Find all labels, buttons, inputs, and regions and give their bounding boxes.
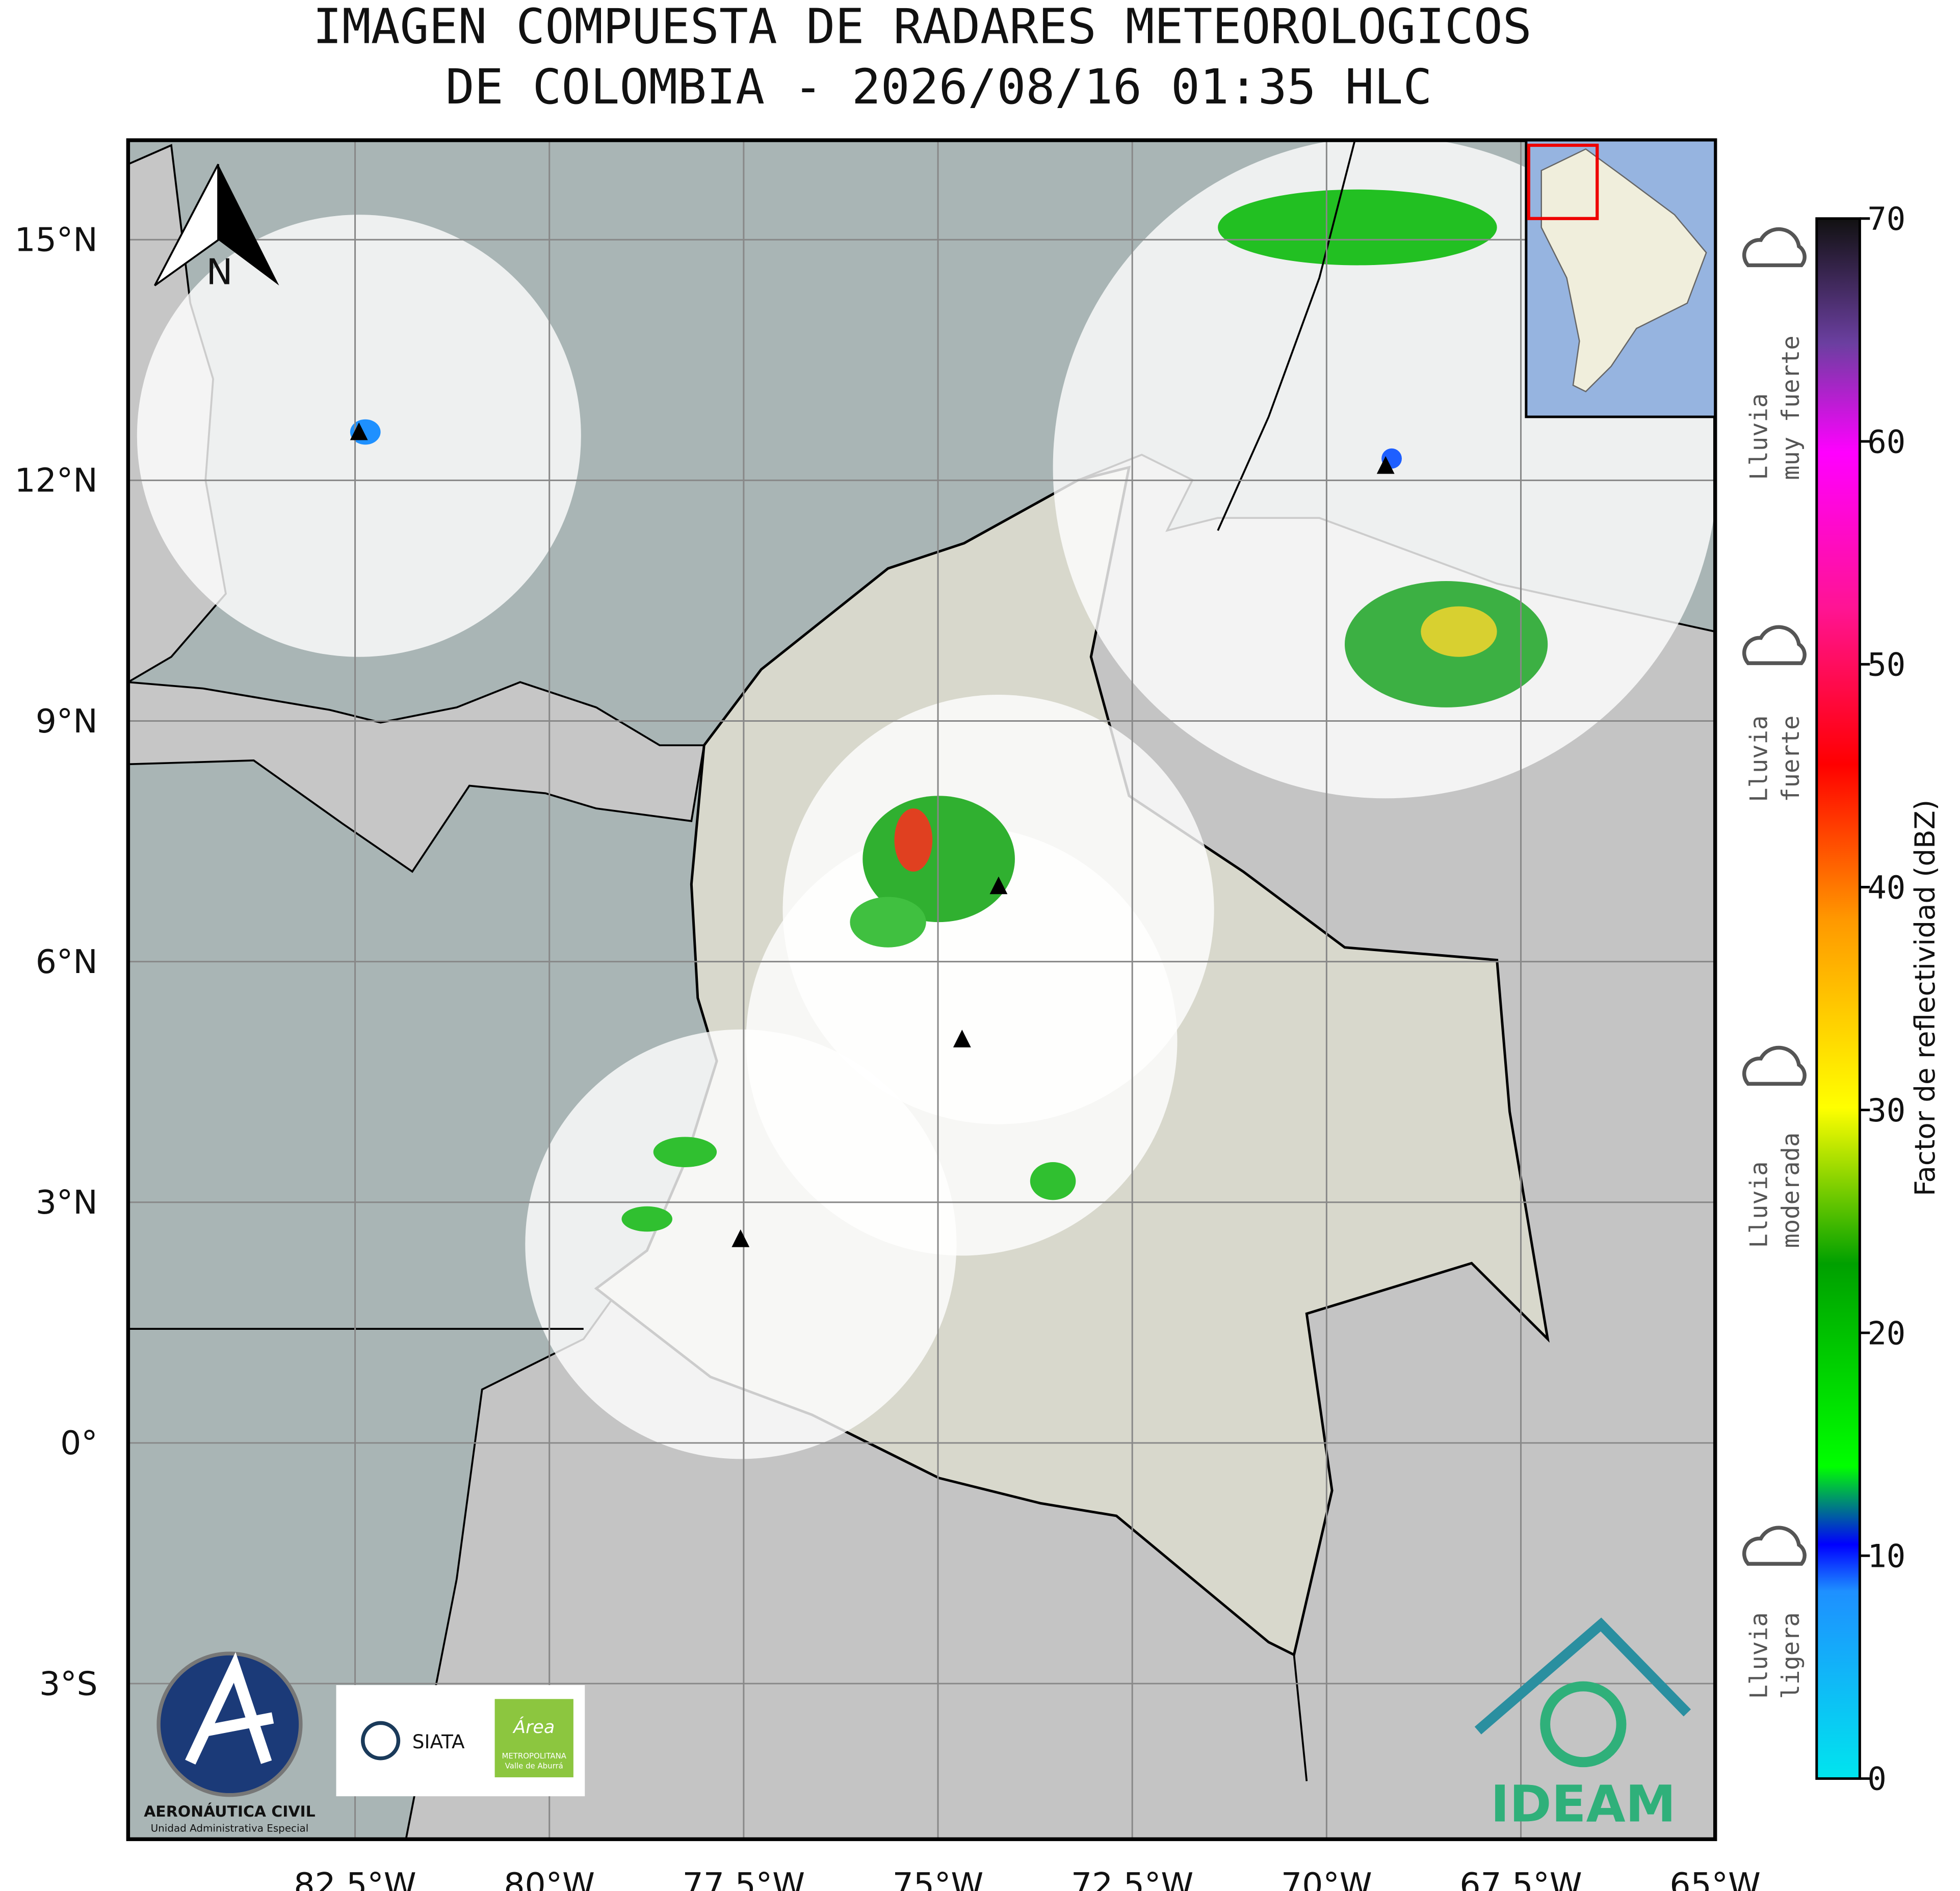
logo-text: Unidad Administrativa Especial [151, 1823, 309, 1834]
logo-text: Valle de Aburrá [505, 1762, 563, 1771]
ideam-swirl [1540, 1681, 1627, 1768]
logo-text: SIATA [412, 1730, 465, 1753]
y-tick-label: 12°N [15, 462, 98, 500]
legend-text: Lluvia [1745, 716, 1773, 802]
rain-icon [1742, 625, 1807, 665]
y-tick-label: 3°S [39, 1665, 98, 1703]
echo [1421, 606, 1497, 657]
map-frame [126, 138, 1717, 1842]
legend-text: muy fuerte [1777, 335, 1805, 480]
logo-text: METROPOLITANA [502, 1751, 566, 1761]
title-line: DE COLOMBIA - 2026/08/16 01:35 HLC [446, 59, 1432, 115]
colorbar-tick-label: 30 [1867, 1092, 1905, 1129]
x-tick-label: 75°W [893, 1866, 984, 1891]
x-tick-label: 65°W [1669, 1866, 1761, 1891]
echo [621, 1206, 672, 1232]
x-tick-label: 70°W [1281, 1866, 1372, 1891]
echo [894, 808, 933, 872]
echo [850, 897, 926, 948]
echo [1218, 189, 1497, 266]
grid [128, 140, 1715, 1840]
colorbar-tick-label: 50 [1867, 646, 1905, 684]
inset-land [1540, 148, 1707, 392]
logo-text: Área [512, 1716, 555, 1738]
inset-map [1525, 139, 1717, 418]
radar-site [731, 1229, 750, 1247]
radar-site [989, 876, 1008, 895]
colorbar-tick-label: 60 [1867, 423, 1905, 460]
map-area [128, 140, 1715, 1840]
rain-icon [1742, 227, 1807, 268]
legend-text: Lluvia [1745, 393, 1773, 480]
inset-extent [1527, 143, 1599, 220]
y-tick-label: 3°N [36, 1184, 98, 1222]
siata-sun [361, 1721, 401, 1761]
logos: AERONÁUTICA CIVIL Unidad Administrativa … [144, 1617, 1691, 1834]
rain-icon [1742, 1045, 1807, 1086]
radar-site [350, 422, 368, 440]
y-tick-label: 0° [60, 1424, 98, 1462]
legend-text: moderada [1777, 1133, 1805, 1248]
colorbar-tick-label: 40 [1867, 869, 1905, 906]
legend-text: Lluvia [1745, 1612, 1773, 1699]
ideam-roof [1474, 1617, 1691, 1735]
echo [1030, 1162, 1076, 1200]
rain-icon [1742, 1526, 1807, 1566]
y-tick-label: 15°N [15, 221, 98, 259]
colorbar-tick-label: 70 [1867, 200, 1905, 238]
title-line: IMAGEN COMPUESTA DE RADARES METEOROLOGIC… [313, 0, 1532, 55]
x-tick-label: 82.5°W [294, 1866, 416, 1891]
radar-site [1376, 456, 1395, 474]
colorbar-tick-label: 20 [1867, 1315, 1905, 1352]
x-tick-label: 80°W [504, 1866, 595, 1891]
logo-text: IDEAM [1491, 1775, 1676, 1834]
y-tick-label: 6°N [36, 943, 98, 981]
border [1217, 140, 1356, 531]
border [1293, 1654, 1308, 1781]
radar-sites [350, 422, 1395, 1247]
legend-text: ligera [1777, 1612, 1805, 1699]
colorbar-label: Factor de reflectividad (dBZ) [1909, 800, 1941, 1196]
logo-text: AERONÁUTICA CIVIL [144, 1802, 315, 1821]
x-tick-label: 67.5°W [1459, 1866, 1582, 1891]
echoes [350, 189, 1548, 1232]
colorbar-tick-label: 0 [1867, 1761, 1886, 1798]
aerocivil-glyph [185, 1652, 274, 1765]
area-box [494, 1699, 573, 1777]
x-tick-label: 72.5°W [1071, 1866, 1193, 1891]
colorbar-tick-label: 10 [1867, 1538, 1905, 1575]
axes: 82.5°W 80°W 77.5°W 75°W 72.5°W 70°W 67.5°W 65°W… [15, 200, 1906, 1891]
rain-legend: Lluvia muy fuerte Lluvia fuerte Lluvia m… [1742, 227, 1807, 1699]
north-label: N [206, 252, 232, 293]
legend-text: Lluvia [1745, 1162, 1773, 1248]
radar-coverage [137, 140, 1715, 1459]
radar-site [953, 1030, 971, 1047]
echo [653, 1137, 717, 1167]
x-tick-label: 77.5°W [683, 1866, 805, 1891]
y-tick-label: 9°N [36, 702, 98, 741]
legend-text: fuerte [1777, 716, 1805, 802]
colorbar [1815, 217, 1861, 1780]
